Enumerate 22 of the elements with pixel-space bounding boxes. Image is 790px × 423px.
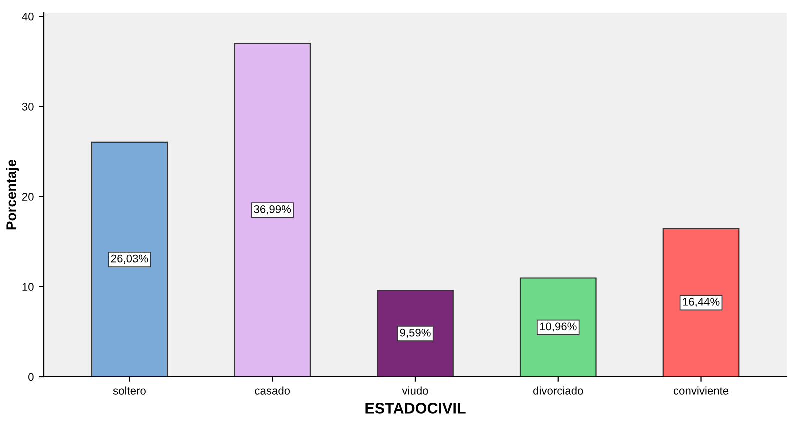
x-tick-label: casado — [255, 386, 290, 395]
y-tick-label: 10 — [22, 283, 34, 292]
data-label: 26,03% — [111, 254, 148, 264]
data-label: 10,96% — [540, 322, 577, 332]
bar — [91, 142, 168, 377]
y-tick-label: 20 — [22, 193, 34, 201]
y-axis-title: Porcentaje — [6, 160, 20, 230]
bar — [234, 43, 312, 377]
data-label: 36,99% — [254, 205, 292, 215]
bar — [520, 278, 597, 377]
y-tick-label: 0 — [28, 373, 34, 382]
y-tick-label: 40 — [22, 12, 34, 21]
bar — [377, 290, 454, 377]
x-tick-label: soltero — [113, 386, 146, 395]
x-tick-label: viudo — [402, 386, 428, 395]
y-tick-label: 30 — [22, 102, 34, 111]
x-tick-label: conviviente — [674, 386, 729, 395]
bar — [662, 228, 740, 377]
x-tick-label: divorciado — [534, 386, 584, 395]
data-label: 9,59% — [400, 328, 431, 338]
x-axis-title: ESTADOCIVIL — [366, 403, 466, 414]
data-label: 16,44% — [683, 298, 720, 308]
